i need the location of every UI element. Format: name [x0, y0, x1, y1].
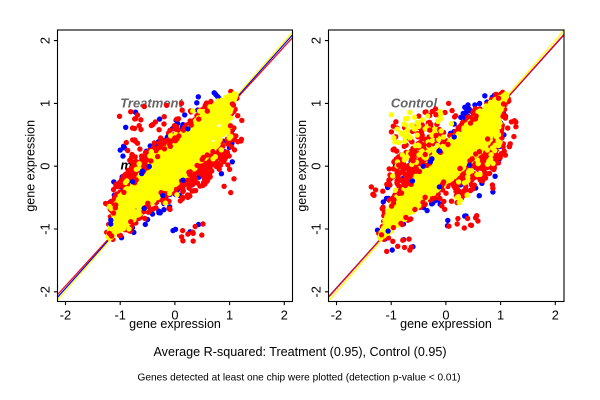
svg-text:2: 2 [281, 308, 288, 323]
svg-text:-2: -2 [38, 286, 53, 297]
svg-text:1: 1 [38, 100, 53, 107]
svg-text:gene expression: gene expression [400, 317, 492, 331]
svg-text:gene expression: gene expression [24, 120, 38, 212]
svg-text:-2: -2 [60, 308, 71, 323]
svg-text:2: 2 [309, 37, 324, 44]
svg-text:-2: -2 [331, 308, 342, 323]
svg-text:-1: -1 [115, 308, 126, 323]
svg-text:0: 0 [171, 308, 178, 323]
svg-text:-1: -1 [38, 223, 53, 234]
svg-text:1: 1 [226, 308, 233, 323]
svg-text:-1: -1 [309, 223, 324, 234]
svg-text:Treatment: Treatment [120, 96, 183, 111]
svg-text:2: 2 [38, 37, 53, 44]
svg-text:0: 0 [309, 163, 324, 170]
svg-text:0: 0 [38, 163, 53, 170]
svg-text:Control: Control [391, 96, 438, 111]
svg-text:-1: -1 [386, 308, 397, 323]
svg-text:gene expression: gene expression [129, 317, 221, 331]
svg-text:Average R-squared: Treatment (: Average R-squared: Treatment (0.95), Con… [153, 345, 446, 359]
svg-text:0: 0 [442, 308, 449, 323]
svg-text:1: 1 [309, 100, 324, 107]
svg-text:1: 1 [497, 308, 504, 323]
svg-text:gene expression: gene expression [295, 120, 309, 212]
svg-text:-2: -2 [309, 286, 324, 297]
svg-text:2: 2 [552, 308, 559, 323]
svg-text:Genes detected at least one ch: Genes detected at least one chip were pl… [138, 373, 461, 384]
